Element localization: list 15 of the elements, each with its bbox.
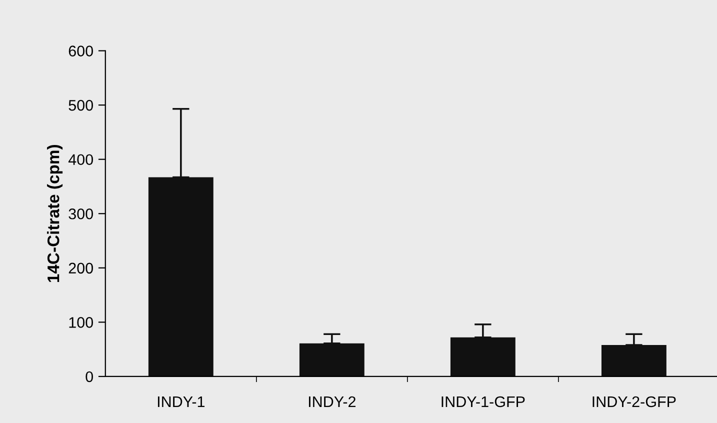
y-tick-label: 300 [68,208,93,220]
y-tick-label: 500 [68,100,93,111]
x-tick-label: INDY-2-GFP [592,396,676,408]
bar [601,344,666,376]
x-tick-label: INDY-1 [158,396,205,407]
y-tick-label: 200 [68,262,93,274]
y-axis-title: 14C-Citrate (cpm) [47,144,63,282]
y-tick-label: 0 [86,371,93,382]
x-tick-label: INDY-2 [308,396,356,407]
x-tick-label: INDY-1-GFP [442,396,525,408]
bar [299,343,364,376]
bar [450,337,516,376]
y-tick-label: 600 [68,46,93,56]
y-tick-label: 400 [68,154,93,166]
y-tick-label: 100 [69,317,93,328]
